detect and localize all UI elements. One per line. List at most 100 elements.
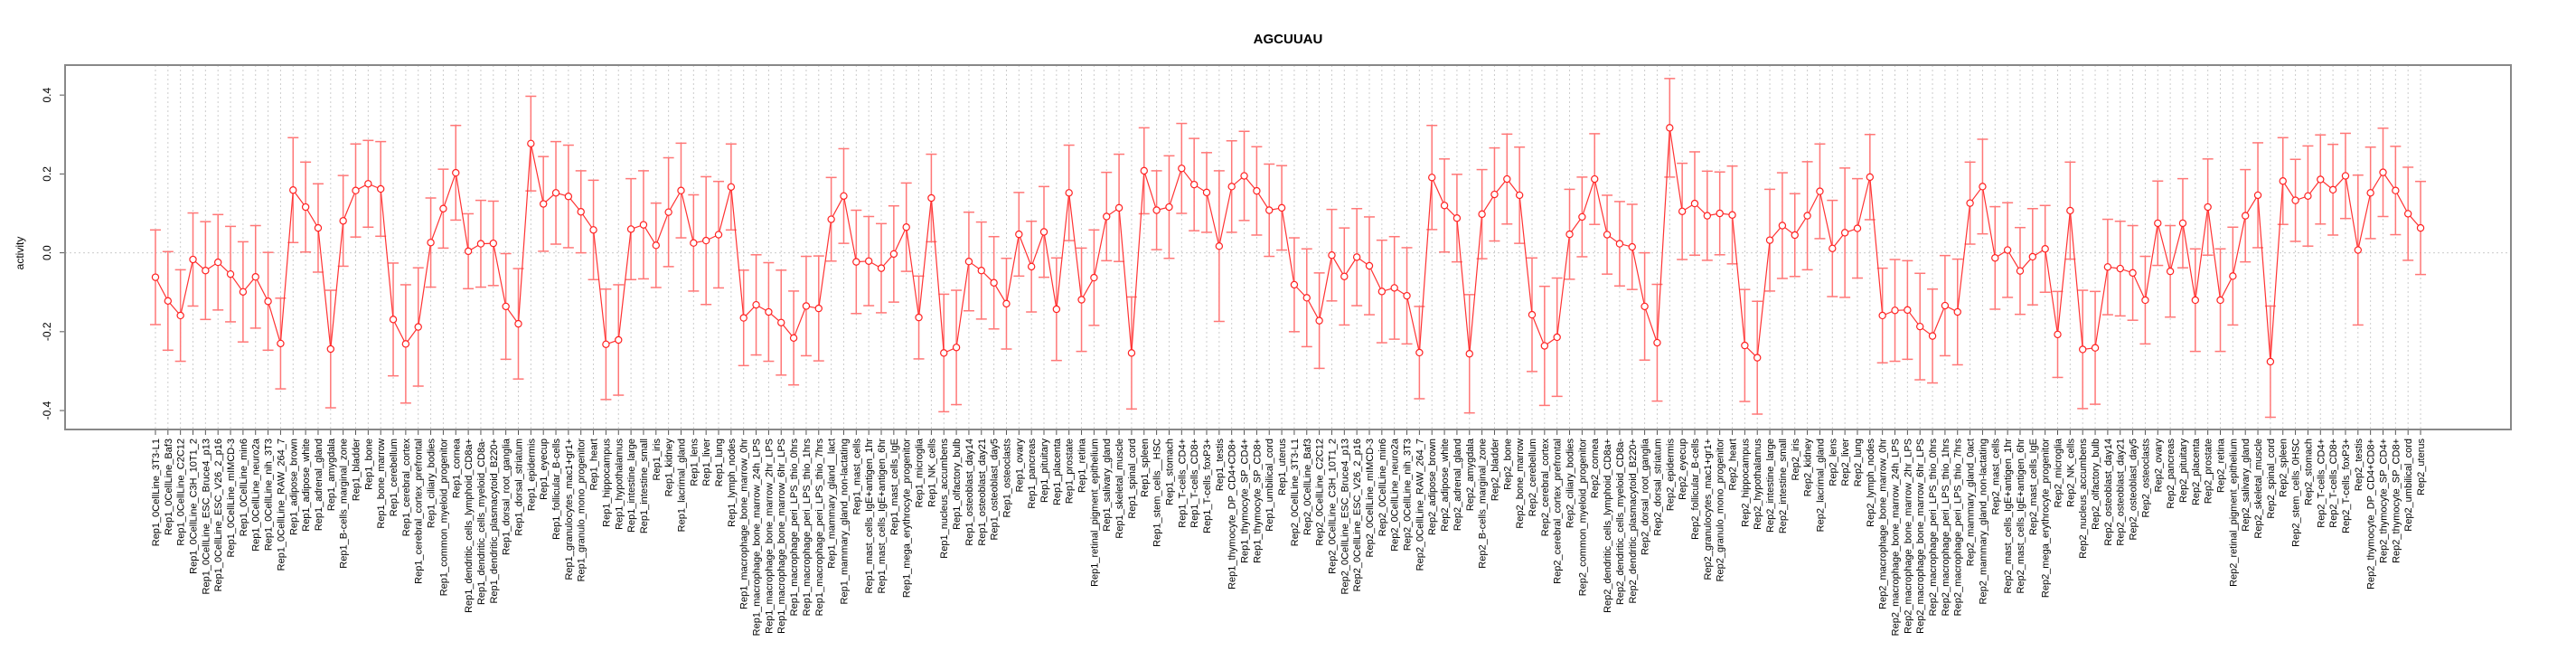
data-point <box>864 257 873 265</box>
data-point <box>1365 261 1374 270</box>
data-point <box>2054 330 2062 339</box>
x-tick-label: Rep2_lens <box>1828 439 1838 486</box>
x-tick-label: Rep2_lymph_nodes <box>1866 439 1876 527</box>
data-point <box>1703 212 1712 220</box>
x-tick-label: Rep2_microglia <box>2054 438 2064 507</box>
x-tick-label: Rep1_spinal_cord <box>1127 439 1138 519</box>
x-tick-label: Rep1_ovary <box>1014 439 1025 493</box>
x-tick-label: Rep2_adrenal_gland <box>1453 439 1463 531</box>
data-point <box>1039 228 1048 236</box>
data-point <box>1165 203 1173 212</box>
x-tick-label: Rep2_testis <box>2354 439 2364 492</box>
x-tick-label: Rep1_microglia <box>915 438 926 507</box>
data-point <box>2379 168 2387 176</box>
data-point <box>1440 202 1449 210</box>
data-point <box>2416 223 2425 232</box>
x-tick-label: Rep1_0CellLine_mIMCD-3 <box>226 439 237 557</box>
data-point <box>677 186 685 194</box>
data-point <box>1916 322 1924 331</box>
data-point <box>1352 253 1361 261</box>
data-point <box>1615 240 1624 248</box>
x-tick-label: Rep2_mast_cells_IgE <box>2028 439 2039 535</box>
data-point <box>964 258 973 266</box>
x-tick-label: Rep1_macrophage_peri_LPS_thio_1hrs <box>802 439 813 617</box>
x-tick-label: Rep1_0CellLine_Baf3 <box>164 439 174 535</box>
data-point <box>376 184 385 193</box>
data-point <box>1528 310 1537 319</box>
x-tick-label: Rep2_hippocampus <box>1740 439 1751 527</box>
x-tick-label: Rep1_osteoblast_day21 <box>977 439 988 546</box>
data-point <box>2241 212 2250 220</box>
x-tick-label: Rep1_dendritic_plasmacytoid_B220+ <box>489 439 500 604</box>
data-point <box>1603 231 1612 239</box>
data-point <box>1979 183 1987 191</box>
x-tick-label: Rep2_osteoblast_day5 <box>2129 439 2139 541</box>
data-point <box>577 208 585 216</box>
x-tick-label: Rep1_liver <box>701 439 712 486</box>
data-point <box>189 255 197 264</box>
data-point <box>1853 224 1862 232</box>
data-point <box>427 239 435 247</box>
data-point <box>2116 264 2124 273</box>
x-tick-label: Rep2_mammary_gland_0act <box>1966 439 1977 566</box>
x-tick-label: Rep2_mast_cells_IgE+antigen_1hr <box>2003 439 2014 594</box>
data-point <box>326 344 335 354</box>
x-tick-label: Rep2_cornea <box>1590 438 1601 498</box>
data-point <box>1277 203 1286 212</box>
data-point <box>714 231 723 239</box>
x-tick-label: Rep1_T-cells_CD4+ <box>1177 439 1188 528</box>
data-point <box>339 217 347 225</box>
x-tick-label: Rep1_skeletal_muscle <box>1114 439 1125 539</box>
data-point <box>352 186 360 194</box>
x-tick-label: Rep2_lacrimal_gland <box>1815 439 1826 532</box>
x-tick-label: Rep2_mast_cells <box>1990 439 2001 515</box>
data-point <box>2166 267 2175 276</box>
y-tick-label: 0.4 <box>41 87 53 102</box>
data-point <box>840 192 848 201</box>
data-point <box>2216 296 2224 305</box>
x-tick-label: Rep2_T-cells_CD8+ <box>2328 439 2339 528</box>
x-tick-label: Rep2_retinal_pigment_epithelium <box>2228 439 2239 587</box>
x-tick-label: Rep1_intestine_small <box>639 439 650 533</box>
data-point <box>301 203 310 212</box>
data-point <box>1753 354 1762 362</box>
data-point <box>1778 222 1787 230</box>
data-point <box>1578 212 1586 222</box>
x-tick-label: Rep2_mast_cells_IgE+antigen_6hr <box>2016 439 2026 594</box>
x-tick-label: Rep1_0CellLine_neuro2a <box>251 438 262 552</box>
x-tick-label: Rep1_mast_cells_IgE <box>889 439 900 535</box>
data-point <box>765 307 773 316</box>
x-tick-label: Rep2_0CellLine_ESC_V26_2_p16 <box>1352 439 1363 591</box>
x-tick-label: Rep2_intestine_large <box>1765 439 1776 533</box>
data-point <box>1090 273 1098 282</box>
x-tick-label: Rep2_dorsal_striatum <box>1652 439 1663 536</box>
data-point <box>802 302 811 310</box>
data-point <box>2003 246 2012 254</box>
data-point <box>2178 219 2187 228</box>
data-point <box>701 236 710 245</box>
x-tick-label: Rep1_heart <box>589 439 600 491</box>
x-tick-label: Rep1_nucleus_accumbens <box>939 439 950 559</box>
x-tick-label: Rep2_0CellLine_3T3-L1 <box>1290 439 1301 546</box>
data-point <box>652 241 660 250</box>
data-point <box>1015 230 1023 239</box>
data-point <box>2392 186 2400 194</box>
data-point <box>527 139 535 147</box>
data-point <box>226 269 235 278</box>
x-tick-label: Rep2_dendritic_cells_lymphoid_CD8a+ <box>1603 439 1613 613</box>
data-point <box>1728 211 1736 219</box>
data-point <box>1666 124 1674 132</box>
data-point <box>1941 301 1950 310</box>
x-tick-label: Rep1_mast_cells <box>851 439 862 515</box>
data-point <box>952 344 961 352</box>
x-tick-label: Rep2_pituitary <box>2178 439 2189 503</box>
data-point <box>1928 332 1937 340</box>
x-tick-label: Rep1_thymocyte_SP_CD4+ <box>1240 439 1251 563</box>
data-point <box>289 186 297 194</box>
x-tick-label: Rep2_dendritic_cells_myeloid_CD8a- <box>1615 439 1626 605</box>
x-tick-label: Rep1_adrenal_gland <box>314 439 324 531</box>
data-point <box>2141 296 2149 305</box>
data-point <box>401 340 410 348</box>
data-point <box>1140 166 1148 175</box>
